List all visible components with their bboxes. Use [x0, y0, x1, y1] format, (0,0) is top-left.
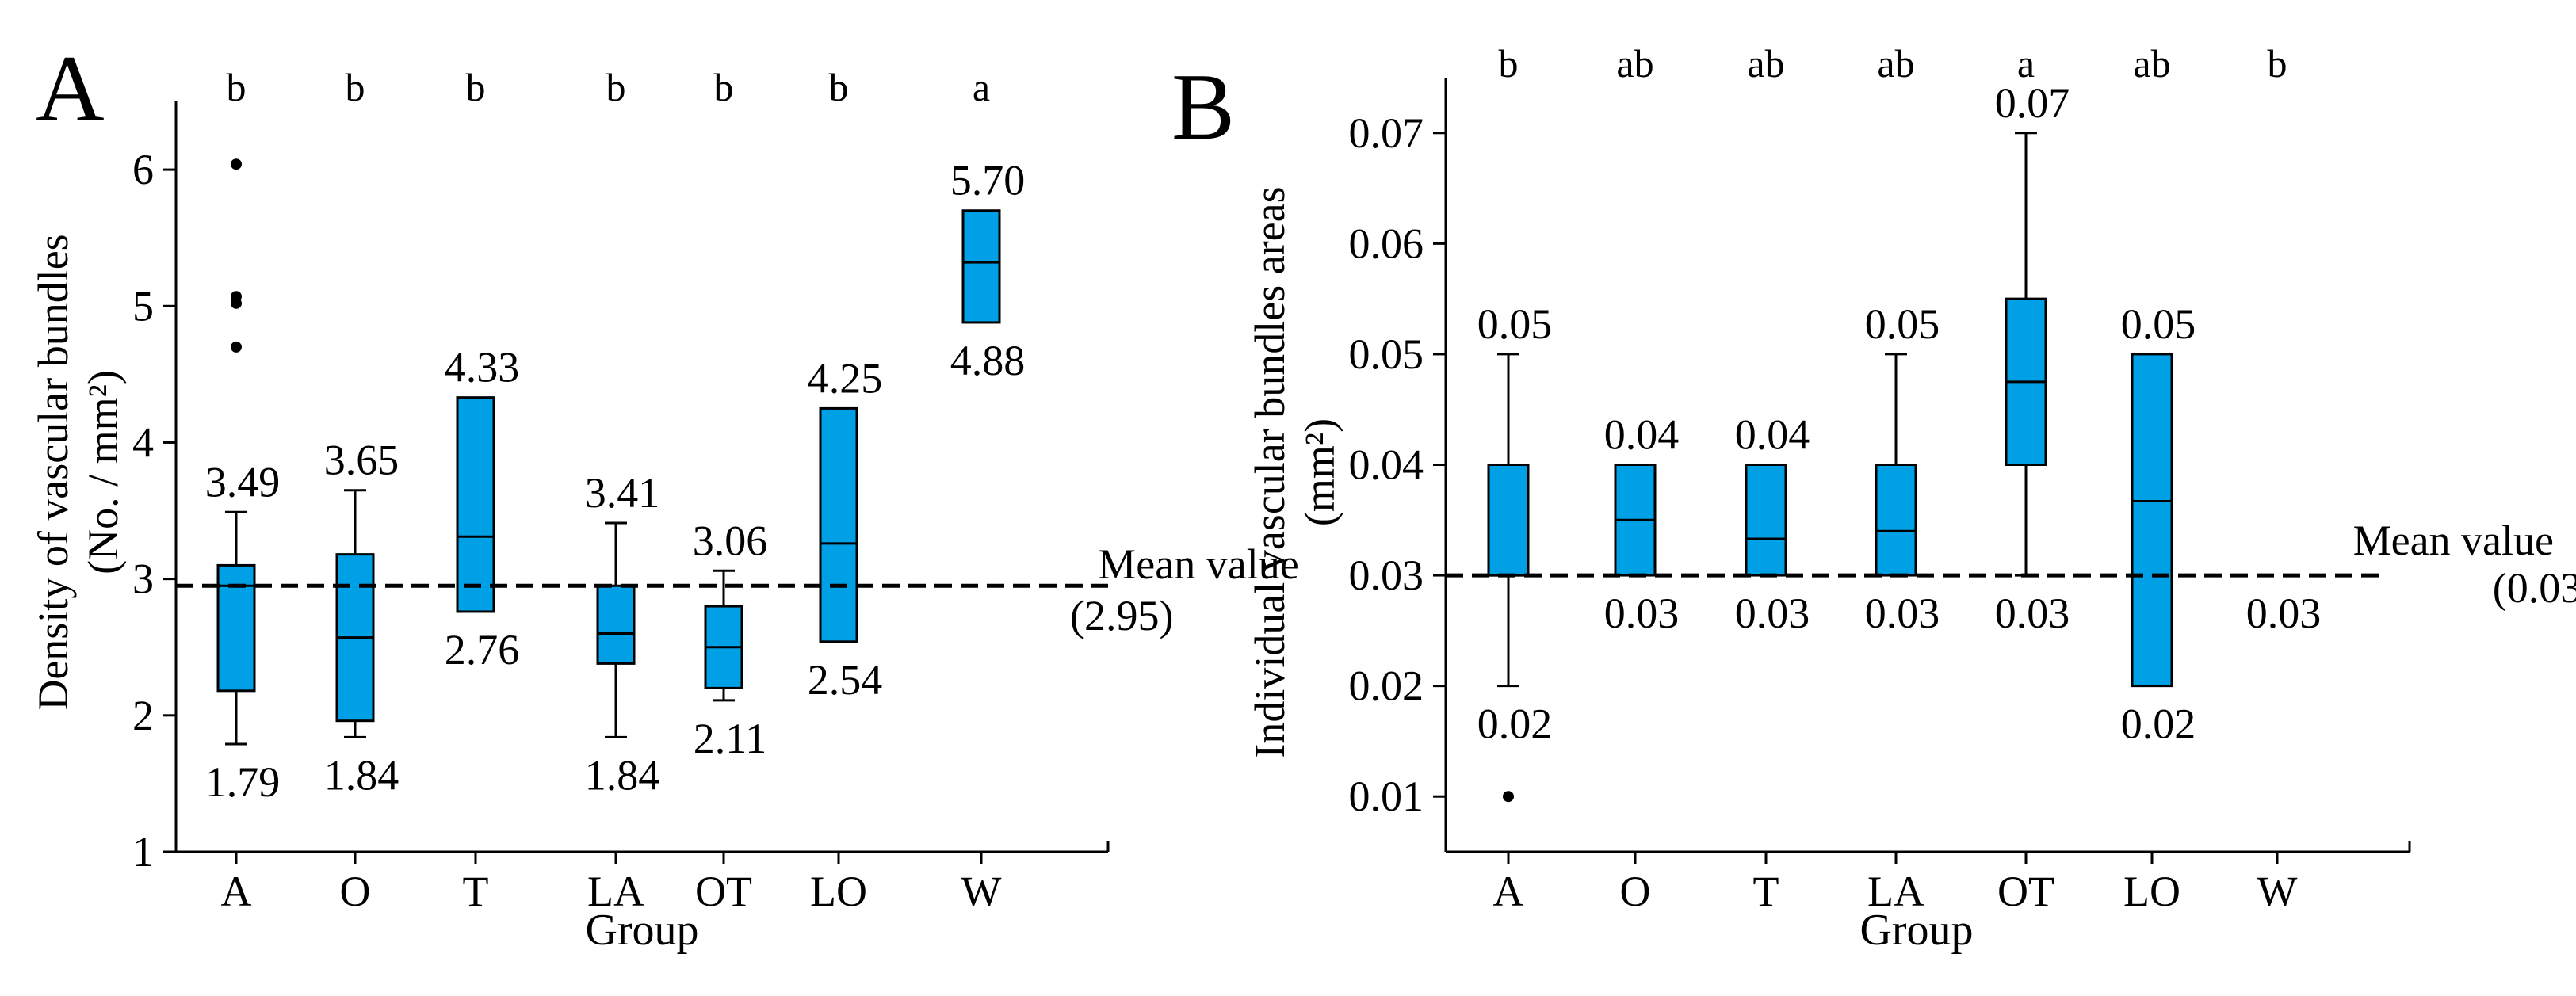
panel-a-significance-letter: b	[346, 65, 365, 109]
panel-b-value-label-low: 0.03	[2246, 590, 2322, 637]
panel-a-significance-letter: b	[714, 65, 734, 109]
panel-b-xlabel: Group	[1859, 906, 1973, 955]
panel-b-significance-letter: ab	[1877, 41, 1914, 86]
panel-b-xtick-label: LA	[1867, 868, 1924, 915]
panel-a-value-label-low: 4.88	[950, 337, 1026, 384]
panel-a-mean-label-line-1: Mean value	[1098, 540, 1298, 588]
panel-a-ytick-label: 5	[132, 282, 154, 330]
panel-b-mean-label-line-1: Mean value	[2353, 517, 2554, 564]
panel-b-ytick-label: 0.01	[1349, 773, 1424, 820]
panel-a-value-label-high: 3.49	[205, 458, 281, 506]
panel-b-significance-letter: ab	[1747, 41, 1784, 86]
panel-b-box-lo	[2131, 353, 2173, 688]
panel-b-value-label-low: 0.03	[1995, 590, 2070, 637]
panel-b-significance-letter: b	[2268, 41, 2287, 86]
panel-b-xtick-label: T	[1753, 868, 1779, 915]
panel-a-value-label-high: 3.65	[324, 437, 399, 484]
panel-b-ytick-label: 0.04	[1349, 441, 1424, 489]
panel-a: A Density of vascular bundles (No. / mm²…	[29, 36, 1299, 955]
panel-a-label: A	[36, 36, 105, 141]
panel-a-value-label-low: 1.84	[585, 751, 660, 799]
panel-a-outlier-point	[231, 341, 242, 353]
panel-b-ylabel-line-1: Individual vascular bundles areas	[1246, 186, 1294, 757]
panel-b-box-la	[1875, 464, 1917, 577]
panel-b-significance-letter: b	[1499, 41, 1519, 86]
panel-a-value-label-low: 2.76	[445, 626, 520, 674]
panel-a-box-lo	[819, 406, 858, 643]
panel-a-value-label-high: 3.41	[585, 469, 660, 517]
panel-a-value-label-high: 5.70	[950, 157, 1026, 204]
panel-b-box-t	[1745, 464, 1787, 577]
panel-a-ytick-label: 4	[132, 418, 154, 466]
panel-a-significance-letter: b	[606, 65, 626, 109]
panel-b-significance-letter: ab	[2133, 41, 2170, 86]
panel-b-ytick-label: 0.06	[1349, 219, 1424, 267]
panel-a-xtick-label: T	[463, 868, 489, 915]
panel-a-significance-letter: b	[829, 65, 849, 109]
panel-a-value-label-high: 4.33	[445, 344, 520, 391]
panel-a-ytick-label: 2	[132, 692, 154, 739]
panel-b-value-label-high: 0.05	[2121, 300, 2196, 348]
panel-a-value-label-low: 2.11	[694, 715, 767, 762]
panel-a-ytick-label: 1	[132, 828, 154, 876]
panel-b-value-label-high: 0.04	[1604, 411, 1680, 459]
panel-b-ytick-label: 0.05	[1349, 330, 1424, 378]
panel-b-value-label-high: 0.07	[1995, 79, 2070, 127]
panel-b-xtick-label: O	[1620, 868, 1651, 915]
panel-b-value-label-low: 0.03	[1604, 590, 1680, 637]
panel-a-mean-label-line-2: (2.95)	[1070, 592, 1173, 639]
panel-a-box-w	[961, 209, 1001, 324]
panel-a-ylabel-line-2: (No. / mm²)	[79, 370, 127, 574]
panel-b-value-label-low: 0.03	[1735, 590, 1810, 637]
panel-a-significance-letter: a	[973, 65, 990, 109]
panel-b-xtick-label: W	[2257, 868, 2298, 915]
panel-b-value-label-high: 0.04	[1735, 411, 1810, 459]
panel-a-xlabel: Group	[585, 906, 698, 955]
panel-b-ytick-label: 0.02	[1349, 662, 1424, 710]
panel-a-xtick-label: OT	[695, 868, 752, 915]
panel-a-significance-letter: b	[227, 65, 247, 109]
panel-b-ytick-label: 0.03	[1349, 551, 1424, 599]
panel-a-outlier-point	[231, 297, 242, 309]
panel-a-outlier-point	[231, 158, 242, 170]
panel-a-xtick-label: O	[340, 868, 371, 915]
panel-b-significance-letter: ab	[1616, 41, 1653, 86]
panel-b-significance-letter: a	[2017, 41, 2035, 86]
panel-b: B Individual vascular bundles areas (mm²…	[1171, 41, 2576, 955]
panel-a-xtick-label: A	[221, 868, 252, 915]
panel-a-xtick-label: W	[961, 868, 1002, 915]
panel-b-outlier-point	[1503, 791, 1514, 803]
panel-b-xtick-label: A	[1493, 868, 1524, 915]
panel-b-xtick-label: LO	[2123, 868, 2180, 915]
panel-b-box-a	[1487, 464, 1530, 577]
panel-b-mean-label-line-2: (0.03)	[2493, 564, 2576, 612]
panel-a-value-label-low: 1.84	[324, 751, 399, 799]
panel-a-ytick-label: 3	[132, 555, 154, 603]
panel-b-xtick-label: OT	[1997, 868, 2054, 915]
panel-b-value-label-low: 0.03	[1865, 590, 1940, 637]
panel-b-value-label-high: 0.05	[1865, 300, 1940, 348]
panel-b-ylabel-line-2: (mm²)	[1296, 418, 1343, 526]
panel-b-value-label-high: 0.05	[1477, 300, 1553, 348]
panel-a-value-label-low: 1.79	[205, 758, 281, 806]
panel-b-value-label-low: 0.02	[2121, 700, 2196, 748]
panel-a-xtick-label: LO	[810, 868, 867, 915]
panel-b-ytick-label: 0.07	[1349, 109, 1424, 157]
panel-a-ylabel-line-1: Density of vascular bundles	[29, 234, 77, 710]
panel-a-significance-letter: b	[466, 65, 486, 109]
panel-a-value-label-high: 3.06	[693, 517, 768, 564]
panel-a-value-label-high: 4.25	[808, 354, 883, 402]
panel-a-value-label-low: 2.54	[808, 656, 883, 704]
panel-b-value-label-low: 0.02	[1477, 700, 1553, 748]
panel-a-box-la	[596, 584, 636, 665]
panel-a-xtick-label: LA	[587, 868, 644, 915]
panel-a-ytick-label: 6	[132, 146, 154, 193]
panel-b-label: B	[1171, 54, 1235, 159]
panel-a-box-t	[456, 396, 495, 613]
